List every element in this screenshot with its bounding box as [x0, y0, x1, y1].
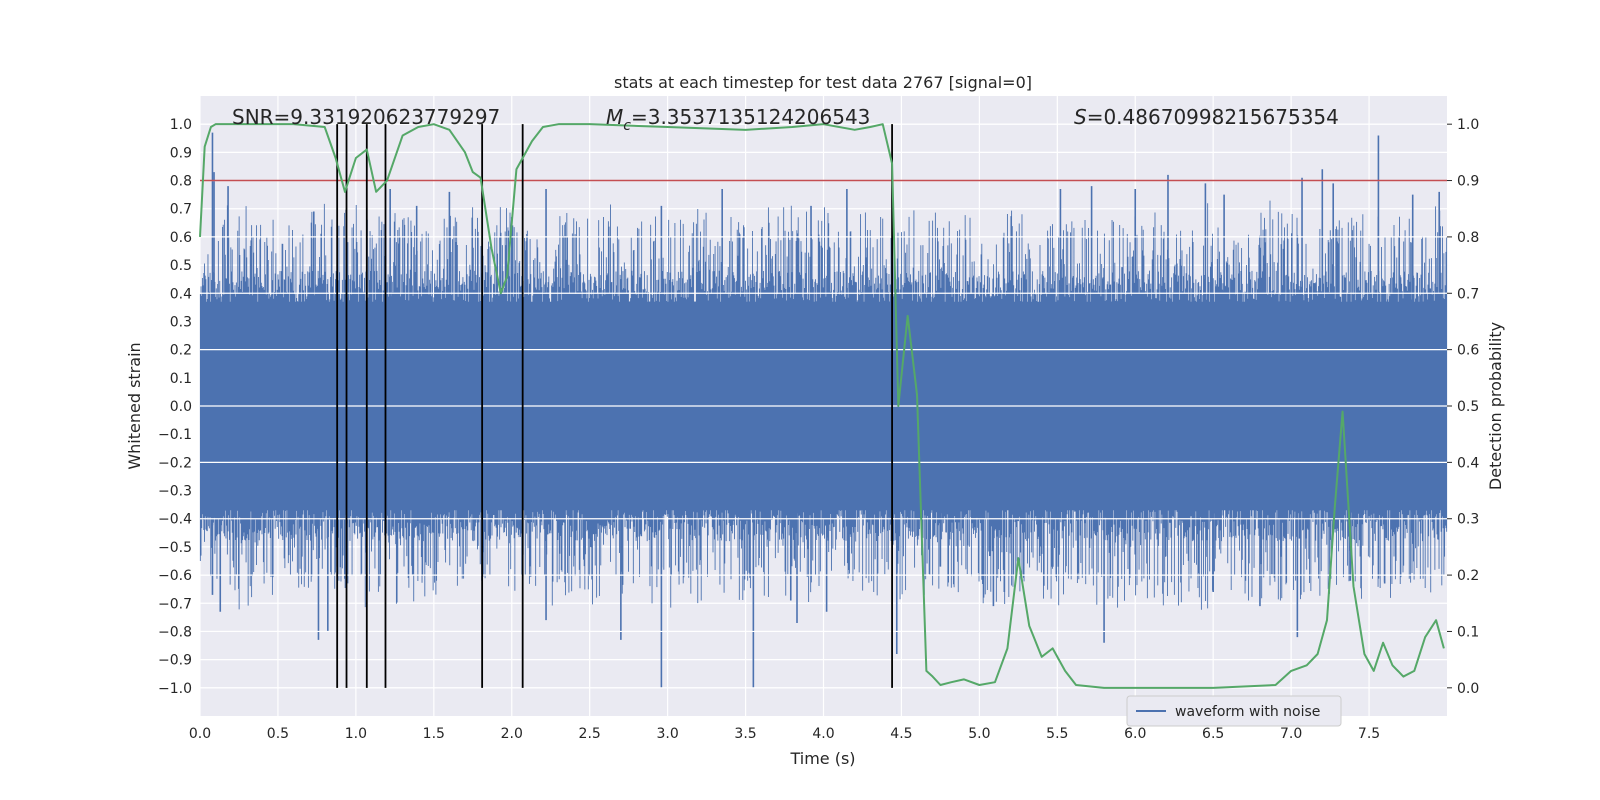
y-tick-label: 0.0 [170, 399, 192, 415]
x-axis-label: Time (s) [789, 749, 855, 768]
vertical-markers [336, 124, 893, 688]
y-tick-label: −0.5 [158, 540, 192, 556]
right-y-tick-label: 0.3 [1457, 512, 1479, 528]
y-tick-label: 0.6 [170, 230, 192, 246]
x-tick-label: 5.5 [1046, 726, 1068, 742]
chirp-mass-annotation: Mc=3.3537135124206543 [606, 105, 870, 134]
detection-probability-line [199, 123, 1445, 689]
right-y-tick-label: 0.5 [1457, 399, 1479, 415]
right-y-tick-label: 0.6 [1457, 343, 1479, 359]
y-tick-label: −0.2 [158, 455, 192, 471]
right-y-tick-label: 0.2 [1457, 568, 1479, 584]
y-tick-label: −0.7 [158, 596, 192, 612]
x-tick-label: 7.0 [1280, 726, 1302, 742]
y-tick-label: −0.9 [158, 653, 192, 669]
y-tick-label: −0.8 [158, 624, 192, 640]
legend-box [1126, 695, 1342, 727]
y-tick-label: 0.8 [170, 174, 192, 190]
score-annotation: S=0.48670998215675354 [1074, 105, 1339, 129]
tick-labels: 0.0 0.5 1.0 1.5 2.0 2.5 3.0 3.5 4.0 4.5 5.0 5.5 6.0 6… [158, 117, 1479, 742]
y-tick-label: 1.0 [170, 117, 192, 133]
x-tick-label: 4.0 [812, 726, 834, 742]
y-axis-label: Whitened strain [125, 342, 144, 469]
right-y-tick-label: 0.8 [1457, 230, 1479, 246]
y-tick-label: 0.4 [170, 286, 192, 302]
y-tick-label: 0.1 [170, 371, 192, 387]
y-tick-label: −1.0 [158, 681, 192, 697]
x-tick-label: 1.0 [345, 726, 367, 742]
chart-title: stats at each timestep for test data 276… [614, 73, 1032, 92]
x-tick-label: 2.5 [579, 726, 601, 742]
y-tick-label: −0.4 [158, 512, 192, 528]
y-tick-label: 0.7 [170, 202, 192, 218]
y-tick-label: 0.5 [170, 258, 192, 274]
legend-label-waveform: waveform with noise [1175, 704, 1320, 720]
x-tick-label: 6.5 [1202, 726, 1224, 742]
x-tick-label: 4.5 [890, 726, 912, 742]
snr-annotation: SNR=9.331920623779297 [232, 105, 500, 129]
y-tick-label: −0.3 [158, 484, 192, 500]
right-y-tick-label: 0.9 [1457, 174, 1479, 190]
right-y-tick-label: 0.0 [1457, 681, 1479, 697]
y-tick-label: −0.1 [158, 427, 192, 443]
x-tick-label: 3.0 [656, 726, 678, 742]
x-tick-label: 1.5 [423, 726, 445, 742]
x-tick-label: 0.5 [267, 726, 289, 742]
x-tick-label: 5.0 [968, 726, 990, 742]
x-tick-label: 3.5 [734, 726, 756, 742]
x-tick-label: 2.0 [501, 726, 523, 742]
y-tick-label: −0.6 [158, 568, 192, 584]
y-tick-label: 0.9 [170, 145, 192, 161]
x-tick-label: 6.0 [1124, 726, 1146, 742]
y-tick-label: 0.3 [170, 314, 192, 330]
right-y-tick-label: 1.0 [1457, 117, 1479, 133]
y-tick-label: 0.2 [170, 343, 192, 359]
x-tick-label: 0.0 [189, 726, 211, 742]
right-y-axis-label: Detection probability [1486, 322, 1505, 490]
right-y-tick-label: 0.7 [1457, 286, 1479, 302]
right-y-tick-label: 0.4 [1457, 455, 1479, 471]
detection-probability-series [199, 123, 1445, 689]
legend: waveform with noise [1126, 695, 1342, 727]
right-y-tick-label: 0.1 [1457, 624, 1479, 640]
x-tick-label: 7.5 [1358, 726, 1380, 742]
